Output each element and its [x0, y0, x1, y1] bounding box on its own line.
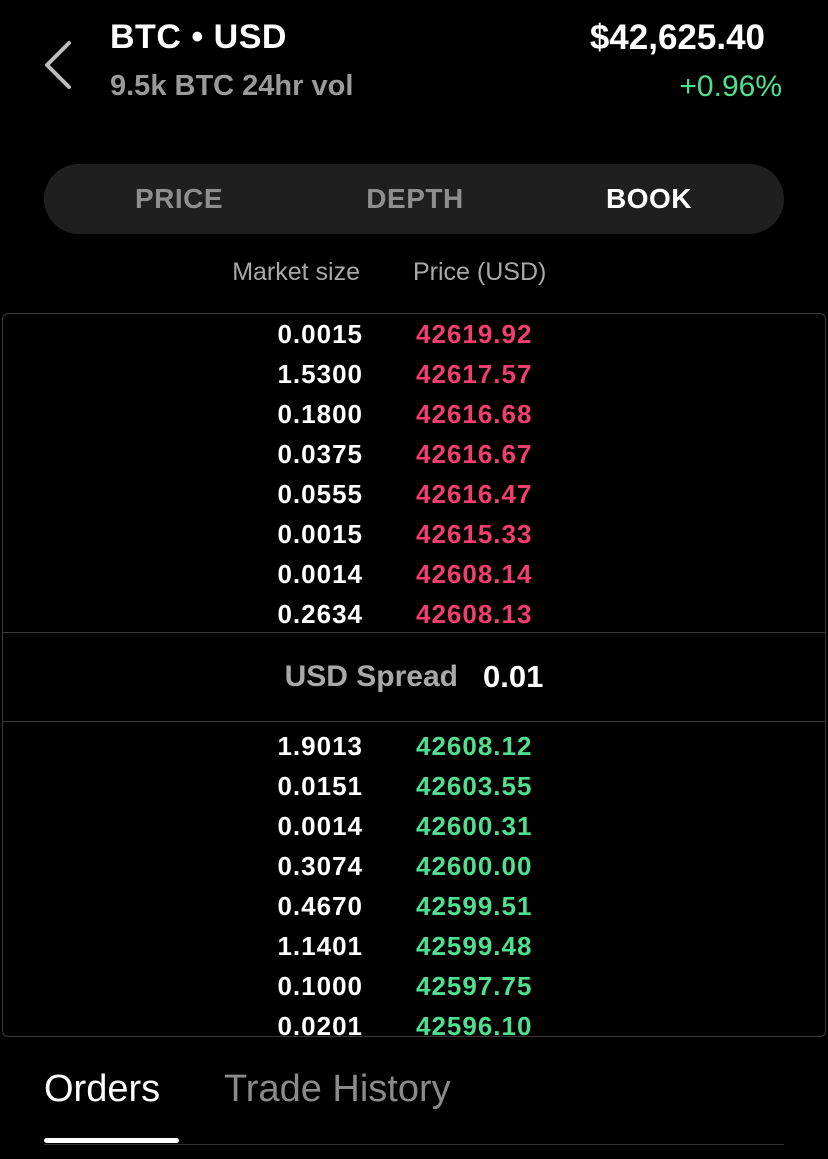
column-header-size: Market size	[232, 258, 360, 286]
ask-size: 1.5300	[277, 359, 363, 389]
bid-size: 0.0151	[277, 771, 363, 801]
bid-size: 0.0201	[277, 1011, 363, 1037]
ask-price: 42619.92	[416, 319, 533, 349]
tab-price[interactable]: PRICE	[134, 183, 224, 214]
ask-size: 0.0375	[277, 439, 363, 469]
tab-depth[interactable]: DEPTH	[366, 183, 464, 214]
bid-row[interactable]: 0.0014 42600.31	[3, 806, 825, 846]
ask-price: 42616.67	[416, 439, 533, 469]
price-change: +0.96%	[679, 70, 782, 103]
ask-row[interactable]: 0.1800 42616.68	[3, 394, 825, 434]
bid-price: 42597.75	[416, 971, 533, 1001]
bid-size: 0.3074	[277, 851, 363, 881]
current-price: $42,625.40	[589, 18, 765, 57]
spread-label: USD Spread	[284, 660, 458, 693]
bid-size: 0.4670	[277, 891, 363, 921]
bid-row[interactable]: 0.0151 42603.55	[3, 766, 825, 806]
tabs-divider	[44, 1144, 784, 1145]
ask-row[interactable]: 0.0555 42616.47	[3, 474, 825, 514]
bid-size: 1.9013	[277, 731, 363, 761]
bid-row[interactable]: 0.1000 42597.75	[3, 966, 825, 1006]
ask-size: 0.2634	[277, 599, 363, 629]
bid-row[interactable]: 0.4670 42599.51	[3, 886, 825, 926]
bid-price: 42599.48	[416, 931, 533, 961]
ask-price: 42616.68	[416, 399, 533, 429]
bid-size: 0.0014	[277, 811, 363, 841]
bid-price: 42599.51	[416, 891, 533, 921]
ask-row[interactable]: 0.0015 42615.33	[3, 514, 825, 554]
bid-price: 42608.12	[416, 731, 533, 761]
pair-title: BTC • USD	[110, 18, 287, 56]
active-tab-indicator	[44, 1138, 179, 1143]
ask-row[interactable]: 0.2634 42608.13	[3, 594, 825, 634]
bid-price: 42603.55	[416, 771, 533, 801]
ask-row[interactable]: 1.5300 42617.57	[3, 354, 825, 394]
ask-size: 0.1800	[277, 399, 363, 429]
ask-row[interactable]: 0.0014 42608.14	[3, 554, 825, 594]
ask-size: 0.0015	[277, 519, 363, 549]
bid-price: 42600.31	[416, 811, 533, 841]
ask-price: 42617.57	[416, 359, 533, 389]
header: BTC • USD 9.5k BTC 24hr vol $42,625.40 +…	[0, 0, 828, 130]
ask-price: 42615.33	[416, 519, 533, 549]
column-header-price: Price (USD)	[413, 258, 547, 286]
view-segmented-control: PRICE DEPTH BOOK	[44, 164, 784, 234]
tab-book[interactable]: BOOK	[606, 183, 692, 214]
bottom-tabs: Orders Trade History	[0, 1060, 828, 1159]
bid-row[interactable]: 1.1401 42599.48	[3, 926, 825, 966]
ask-size: 0.0014	[277, 559, 363, 589]
spread-value: 0.01	[483, 659, 544, 694]
ask-row[interactable]: 0.0015 42619.92	[3, 314, 825, 354]
bid-price: 42596.10	[416, 1011, 533, 1037]
chevron-left-icon[interactable]	[40, 38, 80, 92]
spread-bar: USD Spread 0.01	[3, 632, 825, 722]
bid-price: 42600.00	[416, 851, 533, 881]
bid-row[interactable]: 0.3074 42600.00	[3, 846, 825, 886]
tab-orders[interactable]: Orders	[44, 1068, 161, 1110]
order-book: 0.0015 42619.92 1.5300 42617.57 0.1800 4…	[2, 313, 826, 1037]
volume-label: 9.5k BTC 24hr vol	[110, 70, 354, 102]
ask-size: 0.0015	[277, 319, 363, 349]
ask-price: 42616.47	[416, 479, 533, 509]
bid-size: 1.1401	[277, 931, 363, 961]
ask-size: 0.0555	[277, 479, 363, 509]
ask-price: 42608.13	[416, 599, 533, 629]
bid-row[interactable]: 1.9013 42608.12	[3, 726, 825, 766]
bid-size: 0.1000	[277, 971, 363, 1001]
tab-trade-history[interactable]: Trade History	[224, 1068, 451, 1110]
bid-row[interactable]: 0.0201 42596.10	[3, 1006, 825, 1037]
ask-row[interactable]: 0.0375 42616.67	[3, 434, 825, 474]
ask-price: 42608.14	[416, 559, 533, 589]
